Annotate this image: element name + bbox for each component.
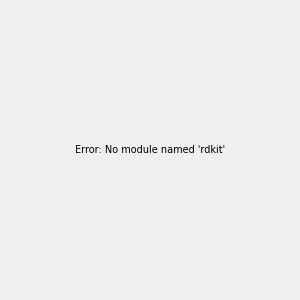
Text: Error: No module named 'rdkit': Error: No module named 'rdkit' bbox=[75, 145, 225, 155]
